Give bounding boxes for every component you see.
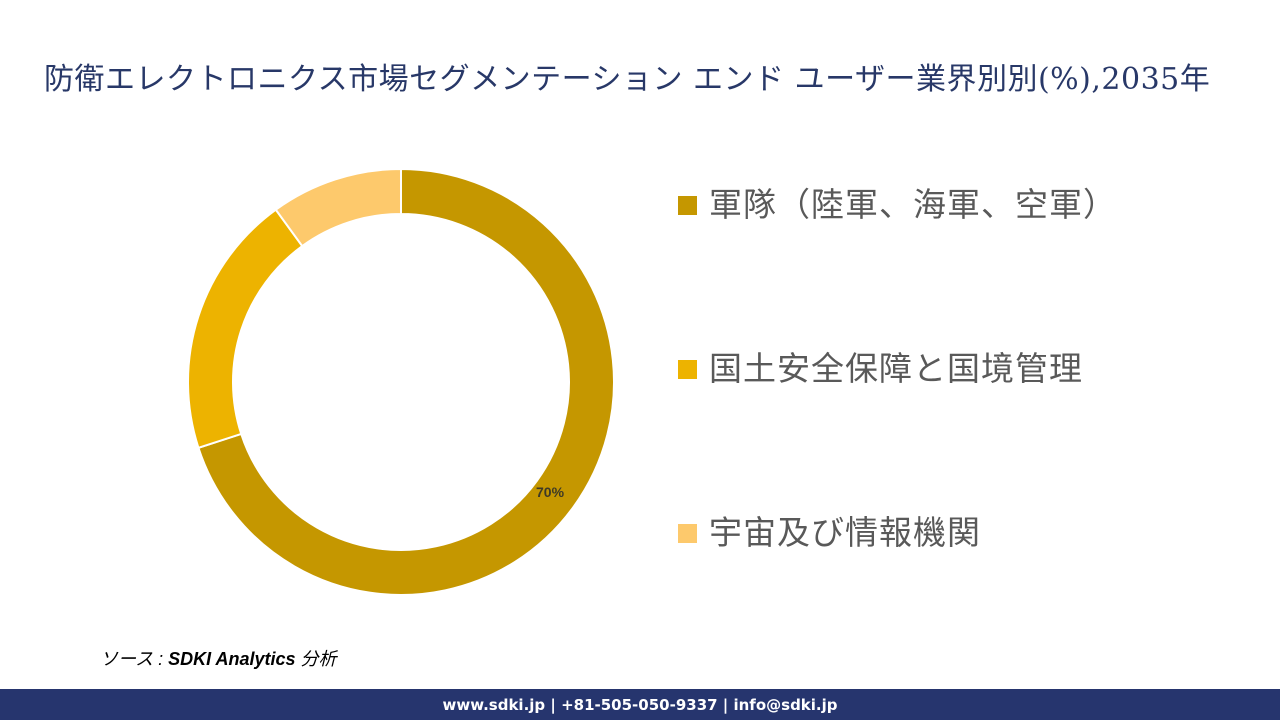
segment-military xyxy=(197,167,615,596)
footer-bar: www.sdki.jp | +81-505-050-9337 | info@sd… xyxy=(0,689,1280,720)
source-note: ソース : SDKI Analytics 分析 xyxy=(100,645,337,671)
legend-label: 軍隊（陸軍、海軍、空軍） xyxy=(709,185,1117,224)
legend-item-military: 軍隊（陸軍、海軍、空軍） xyxy=(678,180,1117,230)
chart-title: 防衛エレクトロニクス市場セグメンテーション エンド ユーザー業界別別(%),20… xyxy=(44,62,1211,97)
data-label-military: 70% xyxy=(536,484,565,500)
source-suffix: 分析 xyxy=(295,649,337,669)
legend-swatch-space-icon xyxy=(678,523,697,543)
segment-space-intelligence xyxy=(274,167,402,248)
legend-label: 宇宙及び情報機関 xyxy=(709,513,981,552)
legend-item-space-intelligence: 宇宙及び情報機関 xyxy=(678,508,981,558)
donut-chart-svg xyxy=(187,167,615,596)
source-prefix: ソース : xyxy=(100,649,169,669)
legend-item-homeland-security: 国土安全保障と国境管理 xyxy=(678,344,1083,394)
source-brand: SDKI Analytics xyxy=(168,649,296,669)
legend-swatch-military-icon xyxy=(678,195,697,215)
segment-homeland-security xyxy=(187,208,304,450)
footer-contact: www.sdki.jp | +81-505-050-9337 | info@sd… xyxy=(442,695,838,714)
legend-label: 国土安全保障と国境管理 xyxy=(709,349,1083,388)
donut-chart: 70% xyxy=(186,167,616,597)
legend-swatch-homeland-icon xyxy=(678,359,697,379)
